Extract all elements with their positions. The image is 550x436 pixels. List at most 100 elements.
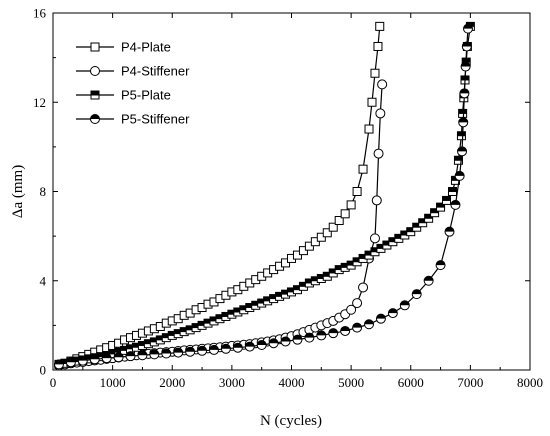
marker-square-fill [174, 329, 183, 335]
data-point [185, 346, 196, 357]
data-point [53, 359, 64, 370]
data-point [450, 199, 461, 210]
marker-square-fill [317, 274, 326, 280]
marker-square-fill [347, 261, 356, 266]
data-point [459, 88, 470, 99]
data-point [424, 213, 434, 223]
marker-circle-fill [90, 114, 100, 119]
marker-square-fill [96, 352, 105, 358]
marker-square-fill [457, 131, 466, 137]
marker-square-fill [359, 254, 368, 259]
y-tick-label: 0 [40, 363, 47, 378]
marker-square-open [90, 42, 100, 52]
data-point [435, 260, 446, 271]
data-point [375, 313, 386, 324]
legend-item: P4-Stiffener [76, 64, 190, 79]
marker-square-fill [287, 287, 296, 293]
data-point [340, 209, 350, 219]
marker-circle-fill [455, 171, 465, 176]
legend-label: P4-Plate [121, 40, 171, 55]
data-point [456, 131, 466, 141]
marker-circle-fill [233, 343, 243, 348]
marker-square-fill [370, 247, 379, 253]
y-tick-label: 12 [33, 95, 46, 110]
marker-square-fill [406, 227, 415, 233]
marker-square-fill [204, 319, 213, 324]
marker-circle-open [358, 282, 369, 293]
marker-circle-fill [149, 349, 159, 355]
data-point [125, 351, 136, 362]
marker-square-fill [180, 327, 189, 333]
marker-square-fill [144, 339, 153, 345]
marker-square-fill [424, 214, 433, 219]
legend: P4-Plate P4-Stiffener P5-Plate P5-Stiffener [76, 40, 190, 127]
marker-circle-fill [161, 348, 171, 354]
legend-label: P4-Stiffener [121, 64, 190, 79]
data-point [371, 195, 382, 206]
data-point [461, 41, 472, 52]
data-point [462, 23, 473, 34]
marker-circle-fill [102, 353, 112, 359]
series-line [58, 26, 381, 366]
marker-circle-fill [458, 117, 468, 123]
marker-square-fill [221, 312, 230, 317]
marker-circle-open [369, 233, 380, 244]
series-p5-stiffener [53, 23, 473, 370]
data-point [208, 344, 219, 355]
x-tick-label: 6000 [398, 375, 424, 390]
x-tick-label: 8000 [517, 375, 543, 390]
y-tick-label: 4 [40, 273, 47, 288]
marker-square-fill [156, 335, 165, 341]
y-tick-label: 16 [33, 6, 47, 21]
marker-circle-open [377, 79, 388, 90]
marker-circle-fill [328, 328, 338, 334]
data-point [352, 298, 363, 309]
data-point [458, 108, 468, 118]
data-point [346, 200, 356, 210]
marker-circle-fill [424, 276, 434, 281]
data-point [367, 97, 377, 107]
marker-square-open [364, 124, 374, 134]
marker-circle-open [371, 195, 382, 206]
x-tick-label: 3000 [219, 375, 245, 390]
data-point [292, 334, 303, 345]
marker-square-fill [91, 91, 99, 96]
marker-square-fill [186, 325, 195, 331]
data-point [460, 61, 471, 72]
marker-circle-fill [292, 335, 302, 340]
data-point [453, 155, 463, 165]
data-point [90, 114, 100, 124]
marker-circle-fill [400, 300, 410, 306]
marker-square-open [322, 228, 332, 238]
data-point [340, 325, 351, 336]
marker-square-fill [108, 349, 117, 355]
data-point [364, 124, 374, 134]
marker-square-fill [168, 331, 177, 336]
marker-square-fill [412, 223, 421, 228]
data-point [364, 319, 375, 330]
y-axis-title: Δa (mm) [10, 165, 26, 218]
marker-square-fill [293, 285, 302, 291]
series-p5-plate [54, 21, 475, 369]
marker-circle-fill [376, 314, 386, 319]
data-point [328, 328, 339, 339]
marker-square-fill [436, 203, 445, 208]
data-series [53, 21, 475, 371]
series-line [58, 28, 469, 366]
marker-square-fill [353, 257, 362, 263]
data-point [89, 354, 100, 365]
data-point [370, 68, 380, 78]
marker-circle-fill [54, 359, 64, 365]
data-point [322, 228, 332, 238]
marker-square-fill [192, 323, 201, 329]
data-point [358, 282, 369, 293]
marker-square-open [375, 21, 385, 31]
data-point [328, 222, 338, 232]
marker-square-fill [365, 251, 374, 256]
marker-circle-fill [78, 356, 88, 361]
marker-square-fill [209, 316, 218, 322]
data-point [90, 42, 100, 52]
data-point [442, 195, 452, 205]
data-point [447, 187, 457, 196]
